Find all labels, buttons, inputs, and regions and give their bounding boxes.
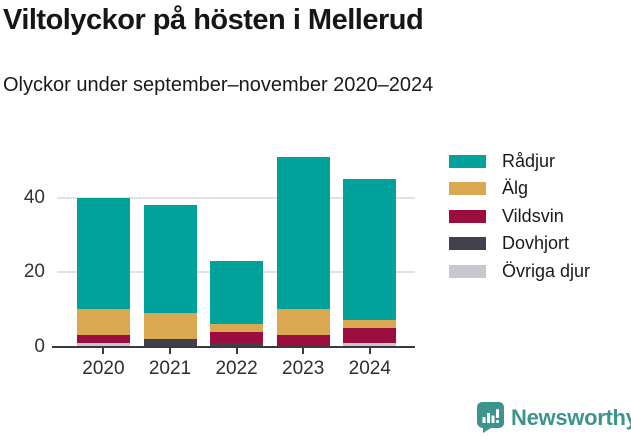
- legend-item-Älg: Älg: [449, 178, 529, 199]
- legend-label-Övriga djur: Övriga djur: [502, 260, 591, 281]
- legend-item-Vildsvin: Vildsvin: [449, 206, 564, 226]
- newsworthy-logo[interactable]: Newsworthy: [477, 402, 631, 433]
- legend-swatch-Rådjur: [449, 154, 486, 168]
- bar-2021-Älg: [143, 312, 197, 340]
- legend-label-Vildsvin: Vildsvin: [502, 205, 564, 226]
- x-axis-line: [52, 345, 415, 348]
- newsworthy-logo-icon: [477, 402, 504, 433]
- x-tick-2022: [235, 348, 238, 354]
- y-axis-label-40: 40: [23, 186, 45, 208]
- bar-2021-Rådjur: [143, 204, 197, 313]
- bar-2023-Älg: [276, 309, 330, 336]
- bar-2024-Övriga djur: [343, 342, 397, 347]
- bar-2020-Vildsvin: [76, 335, 130, 343]
- bar-2020-Älg: [76, 309, 130, 336]
- gridline-40: [57, 196, 415, 199]
- bar-2024-Rådjur: [343, 178, 397, 321]
- legend-swatch-Dovhjort: [449, 237, 486, 250]
- bar-2020-Rådjur: [76, 197, 130, 310]
- legend-swatch-Älg: [449, 182, 486, 195]
- bar-2022-Rådjur: [210, 260, 264, 325]
- x-tick-2020: [102, 348, 105, 354]
- bar-2020-Övriga djur: [76, 342, 130, 347]
- y-axis-label-20: 20: [23, 261, 45, 282]
- x-axis-label-2022: 2022: [215, 358, 258, 379]
- bar-2021-Dovhjort: [143, 339, 197, 347]
- chart-title: Viltolyckor på hösten i Mellerud: [3, 4, 424, 36]
- bar-2022-Dovhjort: [210, 342, 264, 347]
- chart-subtitle: Olyckor under september–november 2020–20…: [3, 74, 434, 96]
- x-axis-label-2024: 2024: [348, 358, 391, 379]
- newsworthy-logo-text: Newsworthy: [511, 404, 631, 430]
- legend-label-Rådjur: Rådjur: [502, 150, 556, 171]
- bar-2022-Vildsvin: [210, 331, 264, 343]
- legend-item-Rådjur: Rådjur: [449, 151, 555, 171]
- legend-swatch-Vildsvin: [449, 209, 486, 223]
- legend-item-Dovhjort: Dovhjort: [449, 233, 570, 254]
- x-tick-2024: [368, 348, 371, 354]
- bar-2023-Rådjur: [276, 156, 330, 310]
- legend-label-Älg: Älg: [502, 178, 529, 198]
- x-tick-2023: [302, 348, 305, 354]
- bar-2022-Älg: [210, 324, 264, 332]
- bar-2024-Vildsvin: [343, 327, 397, 343]
- legend-swatch-Övriga djur: [449, 264, 486, 278]
- bar-2023-Vildsvin: [276, 335, 330, 347]
- y-axis-label-0: 0: [34, 335, 45, 357]
- x-axis-label-2020: 2020: [82, 358, 125, 379]
- legend-label-Dovhjort: Dovhjort: [502, 233, 570, 253]
- bar-2024-Älg: [343, 320, 397, 328]
- x-axis-label-2023: 2023: [282, 358, 325, 379]
- x-tick-2021: [169, 348, 171, 354]
- legend-item-Övriga djur: Övriga djur: [449, 261, 590, 281]
- x-axis-label-2021: 2021: [148, 358, 192, 379]
